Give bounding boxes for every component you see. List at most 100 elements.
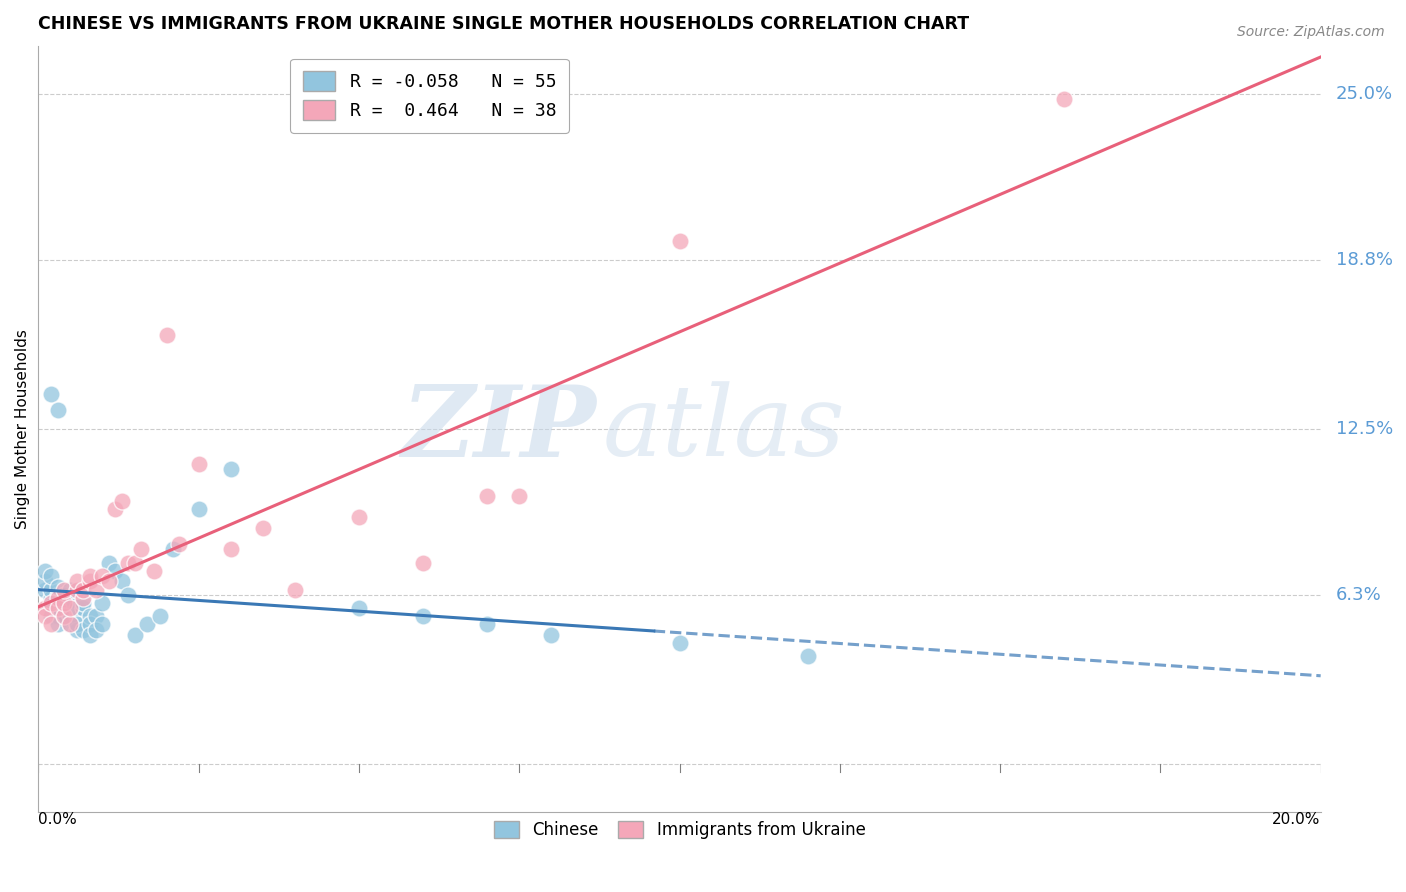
Point xyxy=(66,623,89,637)
Point xyxy=(66,574,89,589)
Point xyxy=(252,521,274,535)
Point xyxy=(97,556,120,570)
Point xyxy=(39,617,62,632)
Point xyxy=(508,489,530,503)
Point xyxy=(117,556,139,570)
Point xyxy=(59,617,82,632)
Point xyxy=(53,609,76,624)
Point xyxy=(46,580,69,594)
Point xyxy=(66,582,89,597)
Text: CHINESE VS IMMIGRANTS FROM UKRAINE SINGLE MOTHER HOUSEHOLDS CORRELATION CHART: CHINESE VS IMMIGRANTS FROM UKRAINE SINGL… xyxy=(38,15,970,33)
Point xyxy=(412,556,434,570)
Point xyxy=(91,617,114,632)
Point xyxy=(46,403,69,417)
Point xyxy=(91,596,114,610)
Point xyxy=(104,502,127,516)
Point xyxy=(59,609,82,624)
Y-axis label: Single Mother Households: Single Mother Households xyxy=(15,329,30,529)
Point xyxy=(79,628,101,642)
Text: 18.8%: 18.8% xyxy=(1336,251,1393,269)
Point xyxy=(34,574,56,589)
Text: 12.5%: 12.5% xyxy=(1336,420,1393,438)
Point xyxy=(46,596,69,610)
Point xyxy=(46,609,69,624)
Point xyxy=(59,596,82,610)
Point xyxy=(34,609,56,624)
Point xyxy=(124,628,146,642)
Point xyxy=(117,588,139,602)
Point xyxy=(46,588,69,602)
Point xyxy=(53,596,76,610)
Point xyxy=(111,574,134,589)
Point xyxy=(34,564,56,578)
Point xyxy=(155,328,177,343)
Point xyxy=(66,601,89,615)
Legend: Chinese, Immigrants from Ukraine: Chinese, Immigrants from Ukraine xyxy=(486,814,872,846)
Point xyxy=(412,609,434,624)
Text: 0.0%: 0.0% xyxy=(38,812,77,827)
Point xyxy=(668,234,690,248)
Text: 25.0%: 25.0% xyxy=(1336,85,1393,103)
Point xyxy=(540,628,562,642)
Point xyxy=(46,604,69,618)
Point xyxy=(668,636,690,650)
Text: Source: ZipAtlas.com: Source: ZipAtlas.com xyxy=(1237,25,1385,39)
Point xyxy=(142,564,165,578)
Text: 20.0%: 20.0% xyxy=(1272,812,1320,827)
Point xyxy=(79,609,101,624)
Point xyxy=(796,649,818,664)
Point xyxy=(46,591,69,605)
Point xyxy=(129,542,152,557)
Point xyxy=(169,537,191,551)
Point xyxy=(84,609,107,624)
Point xyxy=(79,617,101,632)
Point xyxy=(475,489,498,503)
Point xyxy=(53,596,76,610)
Point xyxy=(59,601,82,615)
Point xyxy=(187,457,209,471)
Point xyxy=(39,591,62,605)
Point xyxy=(53,588,76,602)
Point xyxy=(347,510,370,524)
Point xyxy=(53,601,76,615)
Point xyxy=(39,569,62,583)
Point xyxy=(59,601,82,615)
Point xyxy=(34,582,56,597)
Point xyxy=(136,617,159,632)
Point xyxy=(34,601,56,615)
Point xyxy=(91,569,114,583)
Point xyxy=(66,617,89,632)
Point xyxy=(46,617,69,632)
Text: ZIP: ZIP xyxy=(401,381,596,477)
Point xyxy=(475,617,498,632)
Point xyxy=(39,609,62,624)
Point xyxy=(84,623,107,637)
Point xyxy=(219,462,242,476)
Point xyxy=(53,609,76,624)
Point xyxy=(53,582,76,597)
Point xyxy=(149,609,172,624)
Point xyxy=(59,582,82,597)
Point xyxy=(72,591,94,605)
Point xyxy=(39,596,62,610)
Point xyxy=(347,601,370,615)
Point xyxy=(219,542,242,557)
Point xyxy=(97,574,120,589)
Point xyxy=(1053,92,1076,106)
Text: atlas: atlas xyxy=(603,381,845,476)
Point xyxy=(79,574,101,589)
Point xyxy=(79,569,101,583)
Point xyxy=(72,582,94,597)
Point xyxy=(72,601,94,615)
Point xyxy=(39,582,62,597)
Point xyxy=(72,623,94,637)
Point xyxy=(162,542,184,557)
Point xyxy=(59,617,82,632)
Point xyxy=(124,556,146,570)
Point xyxy=(39,596,62,610)
Point xyxy=(39,387,62,401)
Text: 6.3%: 6.3% xyxy=(1336,586,1382,604)
Point xyxy=(111,494,134,508)
Point xyxy=(72,596,94,610)
Point xyxy=(66,609,89,624)
